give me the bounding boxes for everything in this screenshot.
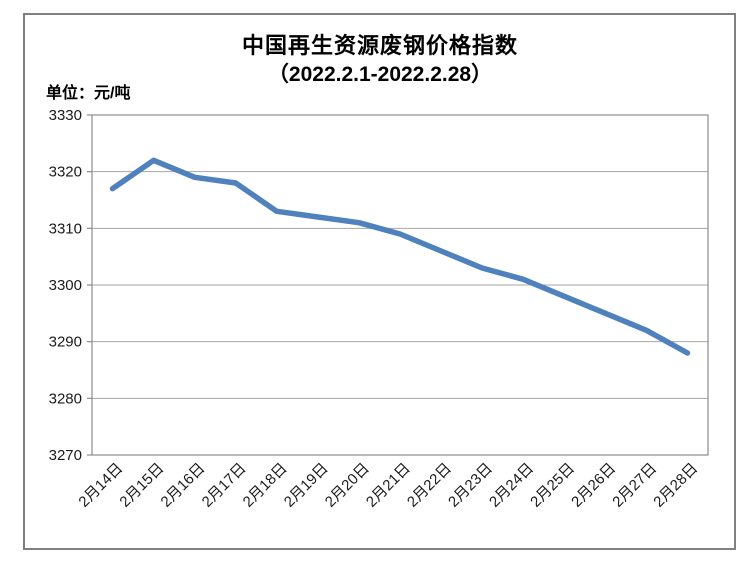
x-axis-label: 2月19日 bbox=[281, 460, 332, 511]
price-line bbox=[109, 157, 691, 356]
x-axis-label: 2月15日 bbox=[116, 460, 167, 511]
y-tick-label: 3290 bbox=[49, 334, 82, 351]
y-tick-label: 3300 bbox=[49, 277, 82, 294]
x-axis-label: 2月21日 bbox=[363, 460, 414, 511]
unit-label: 单位：元/吨 bbox=[46, 85, 131, 102]
y-tick-label: 3270 bbox=[49, 447, 82, 464]
x-axis-label: 2月16日 bbox=[158, 460, 209, 511]
x-axis-label: 2月26日 bbox=[568, 460, 619, 511]
x-axis-label: 2月22日 bbox=[404, 460, 455, 511]
chart-title: 中国再生资源废钢价格指数 bbox=[241, 33, 518, 58]
x-axis-label: 2月20日 bbox=[322, 460, 373, 511]
x-axis-label: 2月27日 bbox=[609, 460, 660, 511]
x-axis-label: 2月18日 bbox=[240, 460, 291, 511]
x-axis-label: 2月14日 bbox=[75, 460, 126, 511]
y-tick-label: 3320 bbox=[49, 164, 82, 181]
x-axis-label: 2月25日 bbox=[527, 460, 578, 511]
x-axis-label: 2月24日 bbox=[486, 460, 537, 511]
y-tick-label: 3310 bbox=[49, 220, 82, 237]
x-axis-label: 2月23日 bbox=[445, 460, 496, 511]
chart-subtitle: （2022.2.1-2022.2.28） bbox=[267, 63, 493, 86]
x-axis-label: 2月17日 bbox=[199, 460, 250, 511]
y-tick-label: 3280 bbox=[49, 390, 82, 407]
plot-border bbox=[91, 114, 709, 456]
chart-frame bbox=[23, 13, 736, 550]
y-tick-label: 3330 bbox=[49, 107, 82, 124]
x-axis-label: 2月28日 bbox=[650, 460, 701, 511]
